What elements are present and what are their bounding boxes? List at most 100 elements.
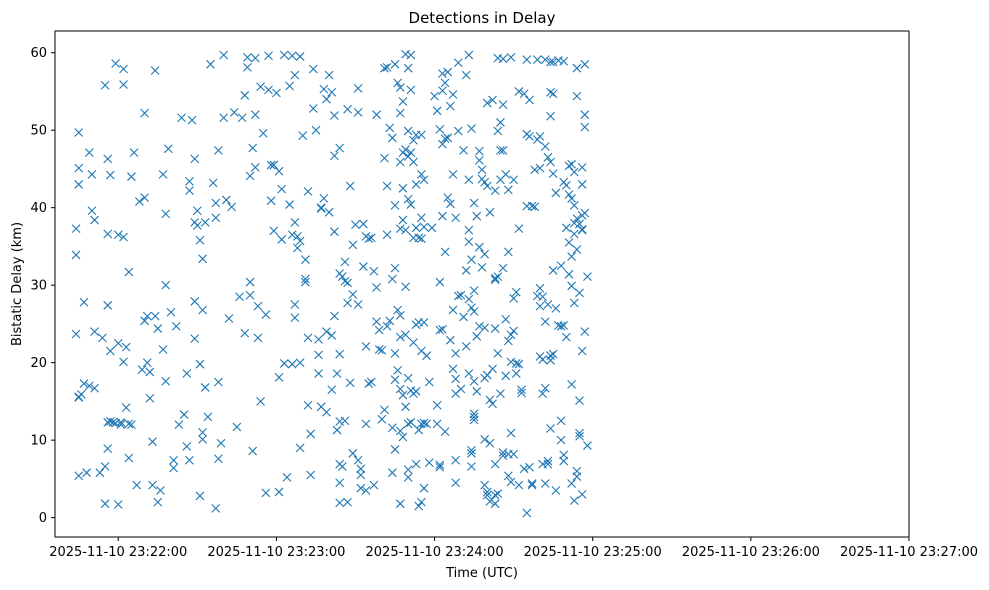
detection-marker [356, 470, 366, 480]
detection-marker [224, 314, 234, 323]
detection-marker [185, 176, 194, 186]
detection-marker [190, 297, 200, 306]
detection-marker [464, 175, 474, 185]
detection-marker [416, 213, 426, 223]
detection-marker [253, 301, 263, 311]
detection-marker [398, 183, 408, 193]
detection-marker [295, 52, 305, 61]
detection-marker [551, 486, 561, 495]
detection-marker [493, 348, 503, 358]
detection-marker [113, 230, 123, 240]
detection-marker [377, 345, 387, 355]
detection-marker [269, 160, 279, 170]
detection-marker [527, 480, 537, 490]
detection-marker [219, 50, 229, 60]
detection-marker [303, 400, 313, 410]
detection-markers [71, 49, 592, 518]
detection-marker [448, 364, 458, 374]
detection-marker [214, 145, 223, 155]
detection-marker [501, 169, 511, 179]
detection-marker [264, 51, 273, 61]
detection-marker [498, 145, 508, 155]
detection-marker [435, 462, 445, 472]
detection-marker [485, 395, 495, 405]
detection-marker [79, 379, 89, 388]
detection-marker [290, 218, 300, 227]
detection-marker [372, 317, 381, 326]
x-tick-label: 2025-11-10 23:26:00 [682, 545, 820, 560]
detection-marker [90, 215, 99, 225]
detection-marker [295, 236, 305, 246]
detection-marker [148, 437, 157, 447]
detection-marker [158, 345, 168, 354]
detection-marker [488, 95, 497, 105]
detection-marker [440, 78, 450, 88]
detection-marker [467, 462, 476, 471]
detection-marker [145, 367, 155, 377]
detection-marker [266, 160, 276, 170]
detection-marker [71, 224, 81, 233]
detection-marker [243, 63, 252, 72]
detection-marker [380, 63, 389, 73]
detection-marker [480, 434, 490, 444]
detection-marker [322, 94, 331, 104]
detection-marker [395, 108, 405, 118]
detection-marker [174, 420, 184, 430]
detection-marker [105, 170, 115, 180]
detection-marker [343, 104, 352, 114]
detection-marker [467, 445, 476, 455]
detection-marker [314, 369, 323, 378]
detection-marker [477, 165, 487, 175]
detection-marker [335, 478, 345, 488]
detection-marker [451, 213, 461, 223]
detection-marker [438, 139, 447, 149]
detection-marker [395, 224, 405, 233]
detection-marker [461, 266, 471, 275]
detection-marker [445, 335, 455, 345]
detection-marker [416, 234, 426, 244]
detection-marker [419, 483, 429, 493]
detection-marker [190, 154, 200, 164]
detection-marker [119, 357, 128, 367]
detection-marker [229, 107, 239, 117]
detection-marker [316, 204, 326, 213]
detection-marker [435, 460, 445, 470]
detection-marker [195, 235, 205, 245]
detection-marker [448, 169, 458, 179]
detection-marker [322, 407, 331, 417]
detection-marker [577, 162, 587, 172]
detection-marker [221, 195, 231, 205]
detection-marker [387, 274, 397, 284]
detection-marker [474, 242, 484, 252]
detection-marker [572, 472, 582, 481]
detection-marker [380, 405, 389, 415]
detection-marker [258, 128, 268, 138]
detection-marker [538, 355, 548, 364]
detection-marker [438, 86, 447, 96]
detection-marker [464, 237, 474, 247]
detection-marker [522, 55, 532, 65]
detection-marker [185, 186, 194, 196]
detection-marker [440, 134, 450, 144]
detection-marker [459, 145, 468, 155]
detection-marker [398, 97, 408, 106]
detection-marker [314, 350, 323, 360]
detection-marker [198, 254, 207, 264]
detection-marker [548, 266, 558, 275]
detection-marker [266, 196, 276, 206]
detection-marker [480, 249, 490, 259]
detection-marker [324, 70, 334, 80]
detection-marker [116, 420, 126, 430]
detection-marker [443, 193, 453, 202]
detection-marker [295, 443, 305, 453]
detection-marker [556, 261, 566, 271]
detection-marker [198, 434, 207, 444]
detection-marker [469, 198, 479, 208]
detection-marker [76, 390, 86, 399]
detection-marker [546, 57, 555, 67]
detection-marker [340, 416, 350, 426]
detection-marker [158, 169, 168, 179]
detection-marker [348, 240, 358, 250]
detection-marker [540, 383, 550, 393]
detection-marker [451, 478, 461, 488]
